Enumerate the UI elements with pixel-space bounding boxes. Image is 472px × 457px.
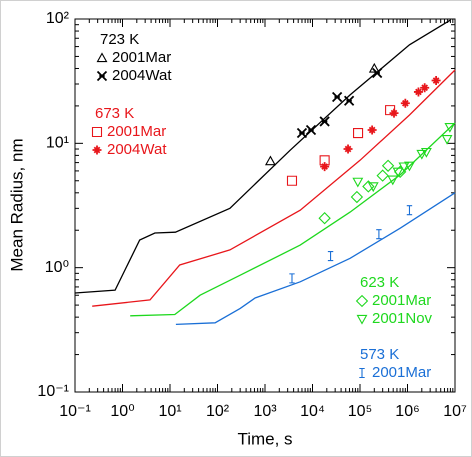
data-point xyxy=(372,67,383,79)
legend-title: 723 K xyxy=(100,31,139,48)
legend-label: 2001Mar xyxy=(107,123,166,140)
data-point xyxy=(444,122,456,133)
data-point xyxy=(387,175,399,186)
data-point xyxy=(353,127,364,139)
data-point xyxy=(343,95,355,106)
data-point xyxy=(343,144,353,154)
data-point xyxy=(327,251,334,262)
data-point xyxy=(331,91,343,103)
data-point xyxy=(392,167,404,178)
x-tick-label: 10⁶ xyxy=(395,403,419,420)
x-tick-label: 10⁷ xyxy=(443,403,467,420)
x-tick-label: 10¹ xyxy=(158,403,181,420)
curve xyxy=(175,192,456,326)
data-point xyxy=(420,83,430,93)
legend-title: 573 K xyxy=(360,346,399,363)
data-point xyxy=(319,155,330,166)
legend-label: 2001Nov xyxy=(372,310,433,327)
x-tick-label: 10⁴ xyxy=(300,403,325,420)
data-point xyxy=(420,147,432,158)
data-point xyxy=(404,161,415,172)
x-tick-label: 10⁻¹ xyxy=(59,403,91,420)
data-point xyxy=(389,108,399,118)
data-point xyxy=(362,180,375,193)
legend-label: 2001Mar xyxy=(112,49,171,66)
data-point xyxy=(441,135,453,145)
legend-label: 2001Mar xyxy=(372,292,431,309)
legend-marker xyxy=(356,314,368,325)
y-tick-label: 10² xyxy=(46,10,70,27)
data-point xyxy=(318,212,331,225)
data-point xyxy=(431,76,441,86)
y-tick-label: 10¹ xyxy=(46,135,69,152)
legend-label: 2004Wat xyxy=(112,67,172,84)
legend-marker xyxy=(359,367,365,379)
data-point xyxy=(376,229,382,240)
data-point xyxy=(305,124,317,136)
y-tick-label: 10⁻¹ xyxy=(37,383,69,400)
data-point xyxy=(367,182,379,193)
x-tick-label: 10³ xyxy=(253,403,277,420)
data-point xyxy=(320,162,330,172)
data-point xyxy=(319,116,330,127)
legend-marker xyxy=(92,145,102,155)
data-point xyxy=(352,177,364,188)
data-point xyxy=(400,98,410,108)
data-point xyxy=(376,169,389,182)
data-point xyxy=(350,190,364,204)
curve xyxy=(92,69,456,307)
legend-label: 2004Wat xyxy=(107,141,167,158)
data-point xyxy=(416,149,428,160)
legend-marker xyxy=(96,70,108,82)
legend-marker xyxy=(355,294,369,308)
x-axis-label: Time, s xyxy=(237,429,292,448)
legend-marker xyxy=(91,126,103,138)
data-point xyxy=(368,62,380,73)
legend-title: 623 K xyxy=(360,274,399,291)
curve xyxy=(130,122,456,317)
data-point xyxy=(398,162,410,173)
data-point xyxy=(296,127,308,139)
y-tick-label: 10⁰ xyxy=(45,259,69,276)
legend-marker xyxy=(96,52,108,63)
data-point xyxy=(286,175,298,186)
x-tick-label: 10⁰ xyxy=(110,403,134,420)
x-tick-label: 10² xyxy=(206,403,230,420)
legend-label: 2001Mar xyxy=(372,364,431,381)
data-point xyxy=(264,155,276,166)
data-point xyxy=(406,205,413,216)
data-point xyxy=(381,159,395,172)
legend-title: 673 K xyxy=(95,105,134,122)
y-axis-label: Mean Radius, nm xyxy=(7,138,26,271)
data-point xyxy=(367,125,377,135)
data-point xyxy=(289,273,295,284)
x-tick-label: 10⁵ xyxy=(348,403,372,420)
data-point xyxy=(413,87,423,97)
